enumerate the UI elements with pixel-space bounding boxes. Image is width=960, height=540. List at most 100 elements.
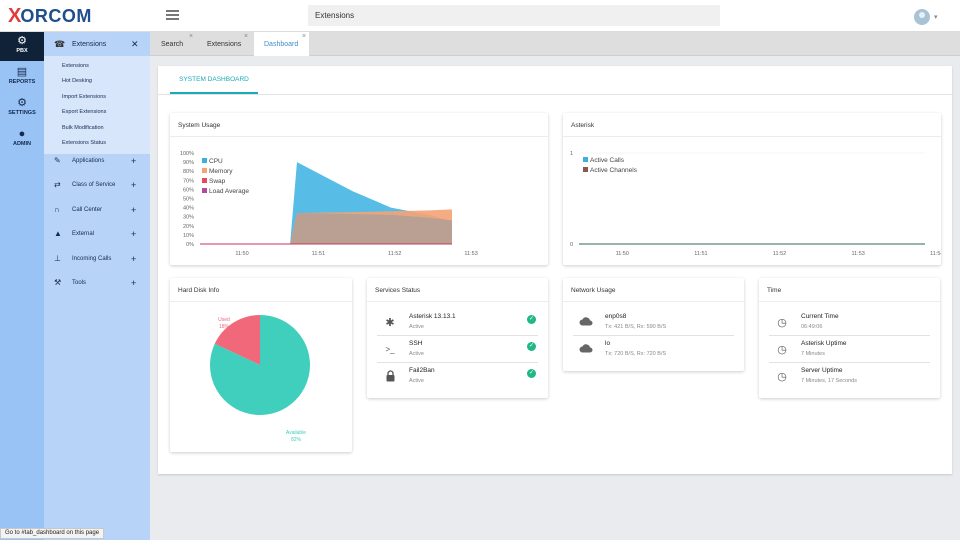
submenu-group-call-center[interactable]: ∩ Call Center +	[44, 201, 150, 221]
submenu-header-label: Extensions	[72, 41, 107, 48]
clock-icon: ◷	[777, 317, 787, 329]
asterisk-icon: ✱	[385, 317, 395, 329]
submenu-header-extensions[interactable]: ☎ Extensions ✕	[44, 32, 150, 56]
time-label: Server Uptime	[801, 367, 843, 374]
used-label: Used	[218, 317, 230, 323]
submenu-group-class-of-service[interactable]: ⇄ Class of Service +	[44, 176, 150, 196]
submenu-group-tools[interactable]: ⚒ Tools +	[44, 274, 150, 294]
tab-extensions[interactable]: Extensions ×	[200, 32, 252, 56]
expand-icon[interactable]: +	[131, 205, 137, 215]
search-input[interactable]	[308, 5, 720, 26]
submenu-group-incoming-calls[interactable]: ⊥ Incoming Calls +	[44, 250, 150, 270]
y-tick-label: 0%	[186, 242, 194, 248]
menu-toggle-icon[interactable]	[166, 10, 179, 21]
y-tick-label: 100%	[180, 151, 194, 157]
cloud-icon	[579, 316, 593, 329]
card-title: Asterisk	[571, 122, 595, 129]
tab-close-icon[interactable]: ×	[189, 33, 194, 40]
settings-icon: ⚙	[17, 97, 27, 109]
service-state: Active	[409, 324, 424, 330]
submenu-link-bulk-modification[interactable]: Bulk Modification	[62, 125, 104, 131]
logo-x: X	[8, 4, 21, 27]
y-tick-label: 40%	[183, 206, 194, 212]
card-title: System Usage	[178, 122, 221, 129]
submenu-group-applications[interactable]: ✎ Applications +	[44, 152, 150, 172]
submenu-link-extensions[interactable]: Extensions	[62, 63, 89, 69]
check-circle-icon: ✓	[527, 315, 536, 324]
rail-item-reports[interactable]: ▤ REPORTS	[0, 63, 44, 92]
submenu-group-label: External	[72, 231, 95, 237]
service-name: Asterisk 13.13.1	[409, 313, 456, 320]
tab-bar: Search × Extensions × Dashboard ×	[150, 32, 960, 56]
rail-item-admin[interactable]: ● ADMIN	[0, 125, 44, 154]
lock-icon	[383, 370, 397, 385]
tab-close-icon[interactable]: ×	[244, 33, 249, 40]
rail-item-pbx[interactable]: ⚙ PBX	[0, 32, 44, 61]
tab-search[interactable]: Search ×	[154, 32, 194, 56]
interface-traffic: Tx: 720 B/S, Rx: 720 B/S	[605, 351, 667, 357]
time-row: ◷ Server Uptime 7 Minutes, 17 Seconds	[769, 364, 930, 390]
x-tick-label: 11:51	[694, 251, 707, 257]
x-tick-label: 11:50	[616, 251, 629, 257]
submenu-link-export-extensions[interactable]: Export Extensions	[62, 109, 107, 115]
legend-label: CPU	[209, 158, 223, 165]
system-usage-card: System Usage 100% 90% 80% 70% 60% 50% 40% 30% 20…	[170, 113, 548, 265]
submenu-group-label: Applications	[72, 158, 105, 164]
time-card: Time ◷ Current Time 06:49:06 ◷ Asterisk …	[759, 278, 940, 398]
expand-icon[interactable]: +	[131, 229, 137, 239]
rail-item-settings[interactable]: ⚙ SETTINGS	[0, 94, 44, 123]
tab-label: Search	[161, 41, 184, 48]
browser-status-bar: Go to #tab_dashboard on this page	[0, 528, 105, 539]
user-avatar[interactable]	[914, 9, 930, 25]
expand-icon[interactable]: +	[131, 180, 137, 190]
rail-label: REPORTS	[8, 79, 36, 85]
xorcom-logo[interactable]: X ORCOM	[8, 4, 92, 27]
used-percent: 18%	[219, 324, 230, 330]
used-slice	[214, 315, 260, 365]
y-tick-label: 70%	[183, 178, 194, 184]
tab-system-dashboard[interactable]: SYSTEM DASHBOARD	[170, 66, 258, 94]
close-icon[interactable]: ✕	[131, 39, 139, 49]
service-state: Active	[409, 378, 424, 384]
extensions-links: Extensions Hot Desking Import Extensions…	[44, 56, 150, 154]
users-icon: ●	[18, 128, 26, 140]
check-circle-icon: ✓	[527, 369, 536, 378]
legend-swatch	[583, 167, 588, 172]
expand-icon[interactable]: +	[131, 156, 137, 166]
report-icon: ▤	[16, 66, 28, 78]
y-tick-label: 10%	[183, 233, 194, 239]
y-tick-label: 60%	[183, 187, 194, 193]
y-tick-label: 50%	[183, 197, 194, 203]
main-nav-rail: ⚙ PBX ▤ REPORTS ⚙ SETTINGS ● ADMIN	[0, 32, 44, 540]
time-value: 7 Minutes	[801, 351, 825, 357]
divider	[563, 301, 744, 302]
submenu-group-label: Class of Service	[72, 182, 116, 188]
legend-label: Load Average	[209, 188, 249, 195]
submenu-link-hot-desking[interactable]: Hot Desking	[62, 78, 92, 84]
x-tick-label: 11:53	[464, 251, 477, 257]
interface-name: lo	[605, 340, 611, 347]
interface-name: enp0s8	[605, 313, 627, 320]
tab-close-icon[interactable]: ×	[302, 33, 307, 40]
edit-icon: ✎	[54, 156, 61, 165]
expand-icon[interactable]: +	[131, 278, 137, 288]
available-percent: 82%	[291, 437, 302, 443]
tab-dashboard[interactable]: Dashboard ×	[254, 32, 309, 56]
load-average-series-area	[200, 213, 452, 244]
x-tick-label: 11:50	[235, 251, 248, 257]
legend-swatch	[202, 168, 207, 173]
legend-swatch	[202, 158, 207, 163]
time-label: Asterisk Uptime	[801, 340, 847, 347]
network-row: enp0s8 Tx: 421 B/S, Rx: 590 B/S	[573, 310, 734, 336]
y-tick-label: 0	[570, 242, 573, 248]
chevron-down-icon[interactable]: ▾	[934, 14, 938, 21]
hard-disk-card: Hard Disk Info Used 18% Available 82%	[170, 278, 352, 452]
submenu-link-extensions-status[interactable]: Extensions Status	[62, 140, 107, 146]
expand-icon[interactable]: +	[131, 254, 137, 264]
submenu-link-import-extensions[interactable]: Import Extensions	[62, 94, 107, 100]
asterisk-card: Asterisk 1 0 11:50 11:51 11:52 11:53 11:54 Acti…	[563, 113, 941, 265]
submenu-group-external[interactable]: ▲ External +	[44, 225, 150, 245]
x-tick-label: 11:53	[851, 251, 864, 257]
submenu-group-label: Incoming Calls	[72, 256, 112, 262]
